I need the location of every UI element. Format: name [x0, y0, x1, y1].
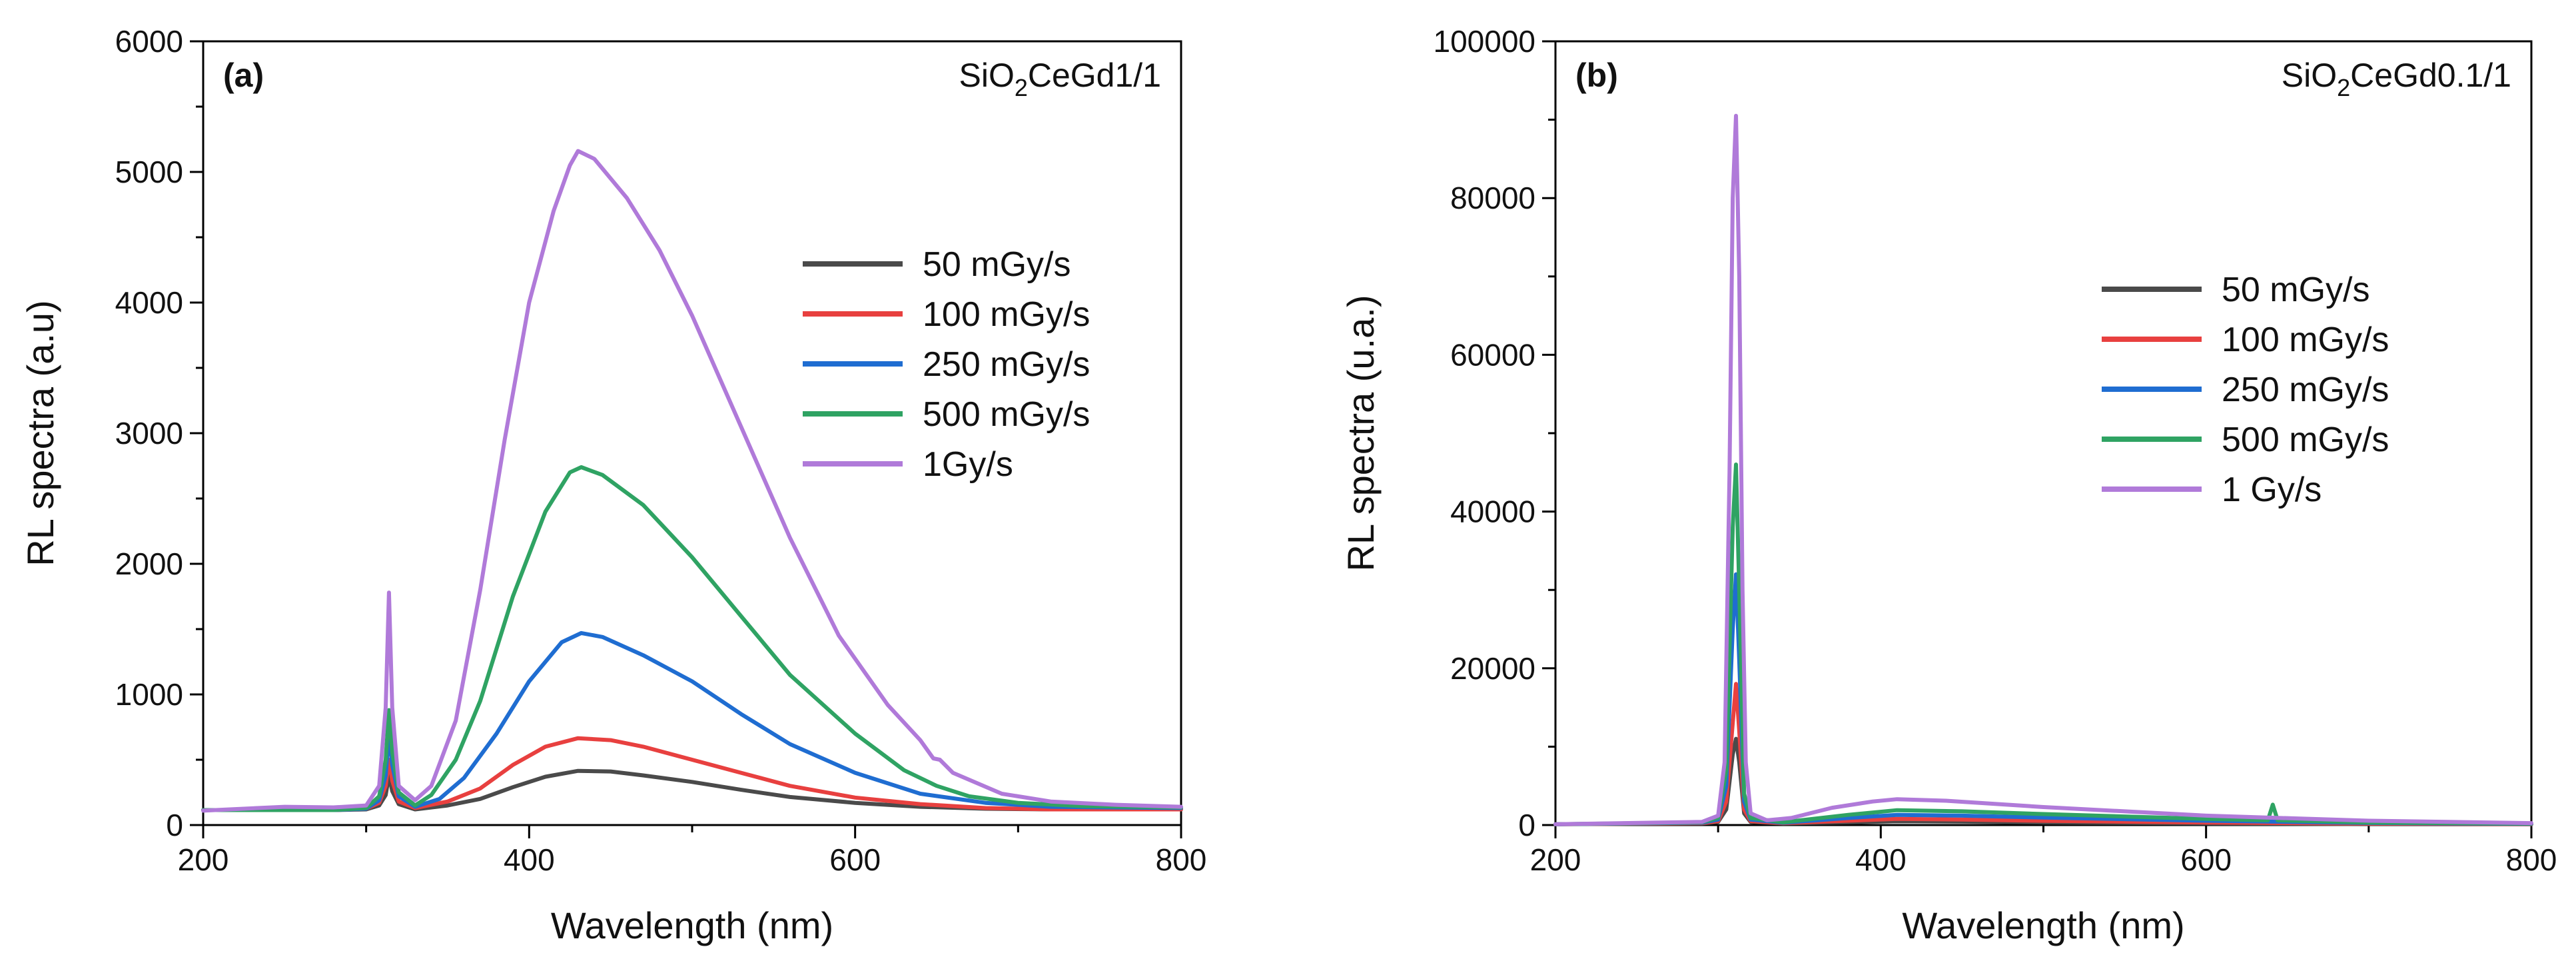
y-tick-label: 2000 [115, 546, 183, 581]
x-tick-label: 800 [2506, 842, 2557, 877]
legend-label: 500 mGy/s [2222, 421, 2389, 459]
legend-label: 100 mGy/s [2222, 321, 2389, 359]
y-axis-title: RL spectra (u.a.) [1340, 295, 1382, 572]
series-line-50-mgy-s [201, 768, 1183, 812]
y-tick-label: 3000 [115, 416, 183, 451]
y-tick-label: 40000 [1450, 494, 1535, 529]
y-tick-label: 0 [1518, 808, 1535, 842]
sample-label-suffix: CeGd0.1/1 [2350, 57, 2511, 94]
legend-label: 50 mGy/s [923, 245, 1071, 284]
series-line-1gy-s [201, 149, 1183, 813]
panel-label: (a) [223, 57, 264, 94]
sample-label-prefix: SiO [959, 57, 1014, 94]
sample-label-subscript: 2 [1015, 74, 1028, 101]
sample-label-subscript: 2 [2337, 74, 2350, 101]
x-axis-title: Wavelength (nm) [551, 904, 833, 946]
y-tick-label: 0 [166, 808, 183, 842]
x-tick-label: 600 [829, 842, 881, 877]
sample-label: SiO2CeGd1/1 [959, 57, 1161, 101]
chart-panel-b: 200 400 600 800 0 20000 40000 60000 80000 100000 W… [1340, 24, 2557, 946]
y-tick-label: 80000 [1450, 181, 1535, 215]
series-line-500-mgy-s [201, 465, 1183, 812]
legend-label: 250 mGy/s [2222, 371, 2389, 409]
legend-label: 100 mGy/s [923, 295, 1090, 334]
x-tick-label: 800 [1156, 842, 1207, 877]
y-tick-label: 20000 [1450, 651, 1535, 686]
legend-label: 1Gy/s [923, 445, 1013, 484]
y-tick-label: 1000 [115, 677, 183, 712]
x-tick-label: 600 [2180, 842, 2232, 877]
y-tick-label: 60000 [1450, 337, 1535, 372]
legend-label: 500 mGy/s [923, 395, 1090, 434]
panel-label: (b) [1575, 57, 1618, 94]
legend-label: 1 Gy/s [2222, 471, 2322, 509]
x-tick-label: 400 [504, 842, 555, 877]
series-line-100-mgy-s [1553, 682, 2533, 826]
chart-panel-a: 200 400 600 800 0 1000 2000 3000 4000 5000 6000 Wav… [19, 24, 1206, 946]
series-line-250-mgy-s [1553, 572, 2533, 826]
y-tick-label: 4000 [115, 285, 183, 320]
series-line-50-mgy-s [1553, 736, 2533, 826]
sample-label-prefix: SiO [2282, 57, 2337, 94]
y-tick-label: 100000 [1434, 24, 1536, 59]
sample-label-suffix: CeGd1/1 [1028, 57, 1161, 94]
y-tick-label: 6000 [115, 24, 183, 59]
series-line-1-gy-s [1553, 113, 2533, 826]
x-tick-label: 200 [1530, 842, 1581, 877]
legend-label: 50 mGy/s [2222, 271, 2370, 309]
y-axis-title: RL spectra (a.u) [19, 300, 61, 566]
series-line-250-mgy-s [201, 630, 1183, 812]
sample-label: SiO2CeGd0.1/1 [2282, 57, 2511, 101]
series-line-500-mgy-s [1553, 463, 2533, 826]
x-tick-label: 400 [1855, 842, 1907, 877]
series-line-100-mgy-s [201, 736, 1183, 812]
y-tick-label: 5000 [115, 155, 183, 189]
x-axis-title: Wavelength (nm) [1902, 904, 2184, 946]
legend-label: 250 mGy/s [923, 345, 1090, 384]
x-tick-label: 200 [178, 842, 229, 877]
